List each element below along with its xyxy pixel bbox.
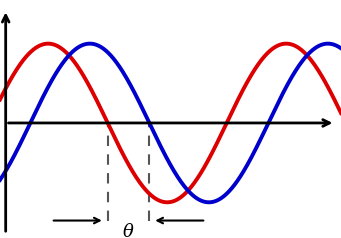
Text: θ: θ — [123, 223, 134, 238]
